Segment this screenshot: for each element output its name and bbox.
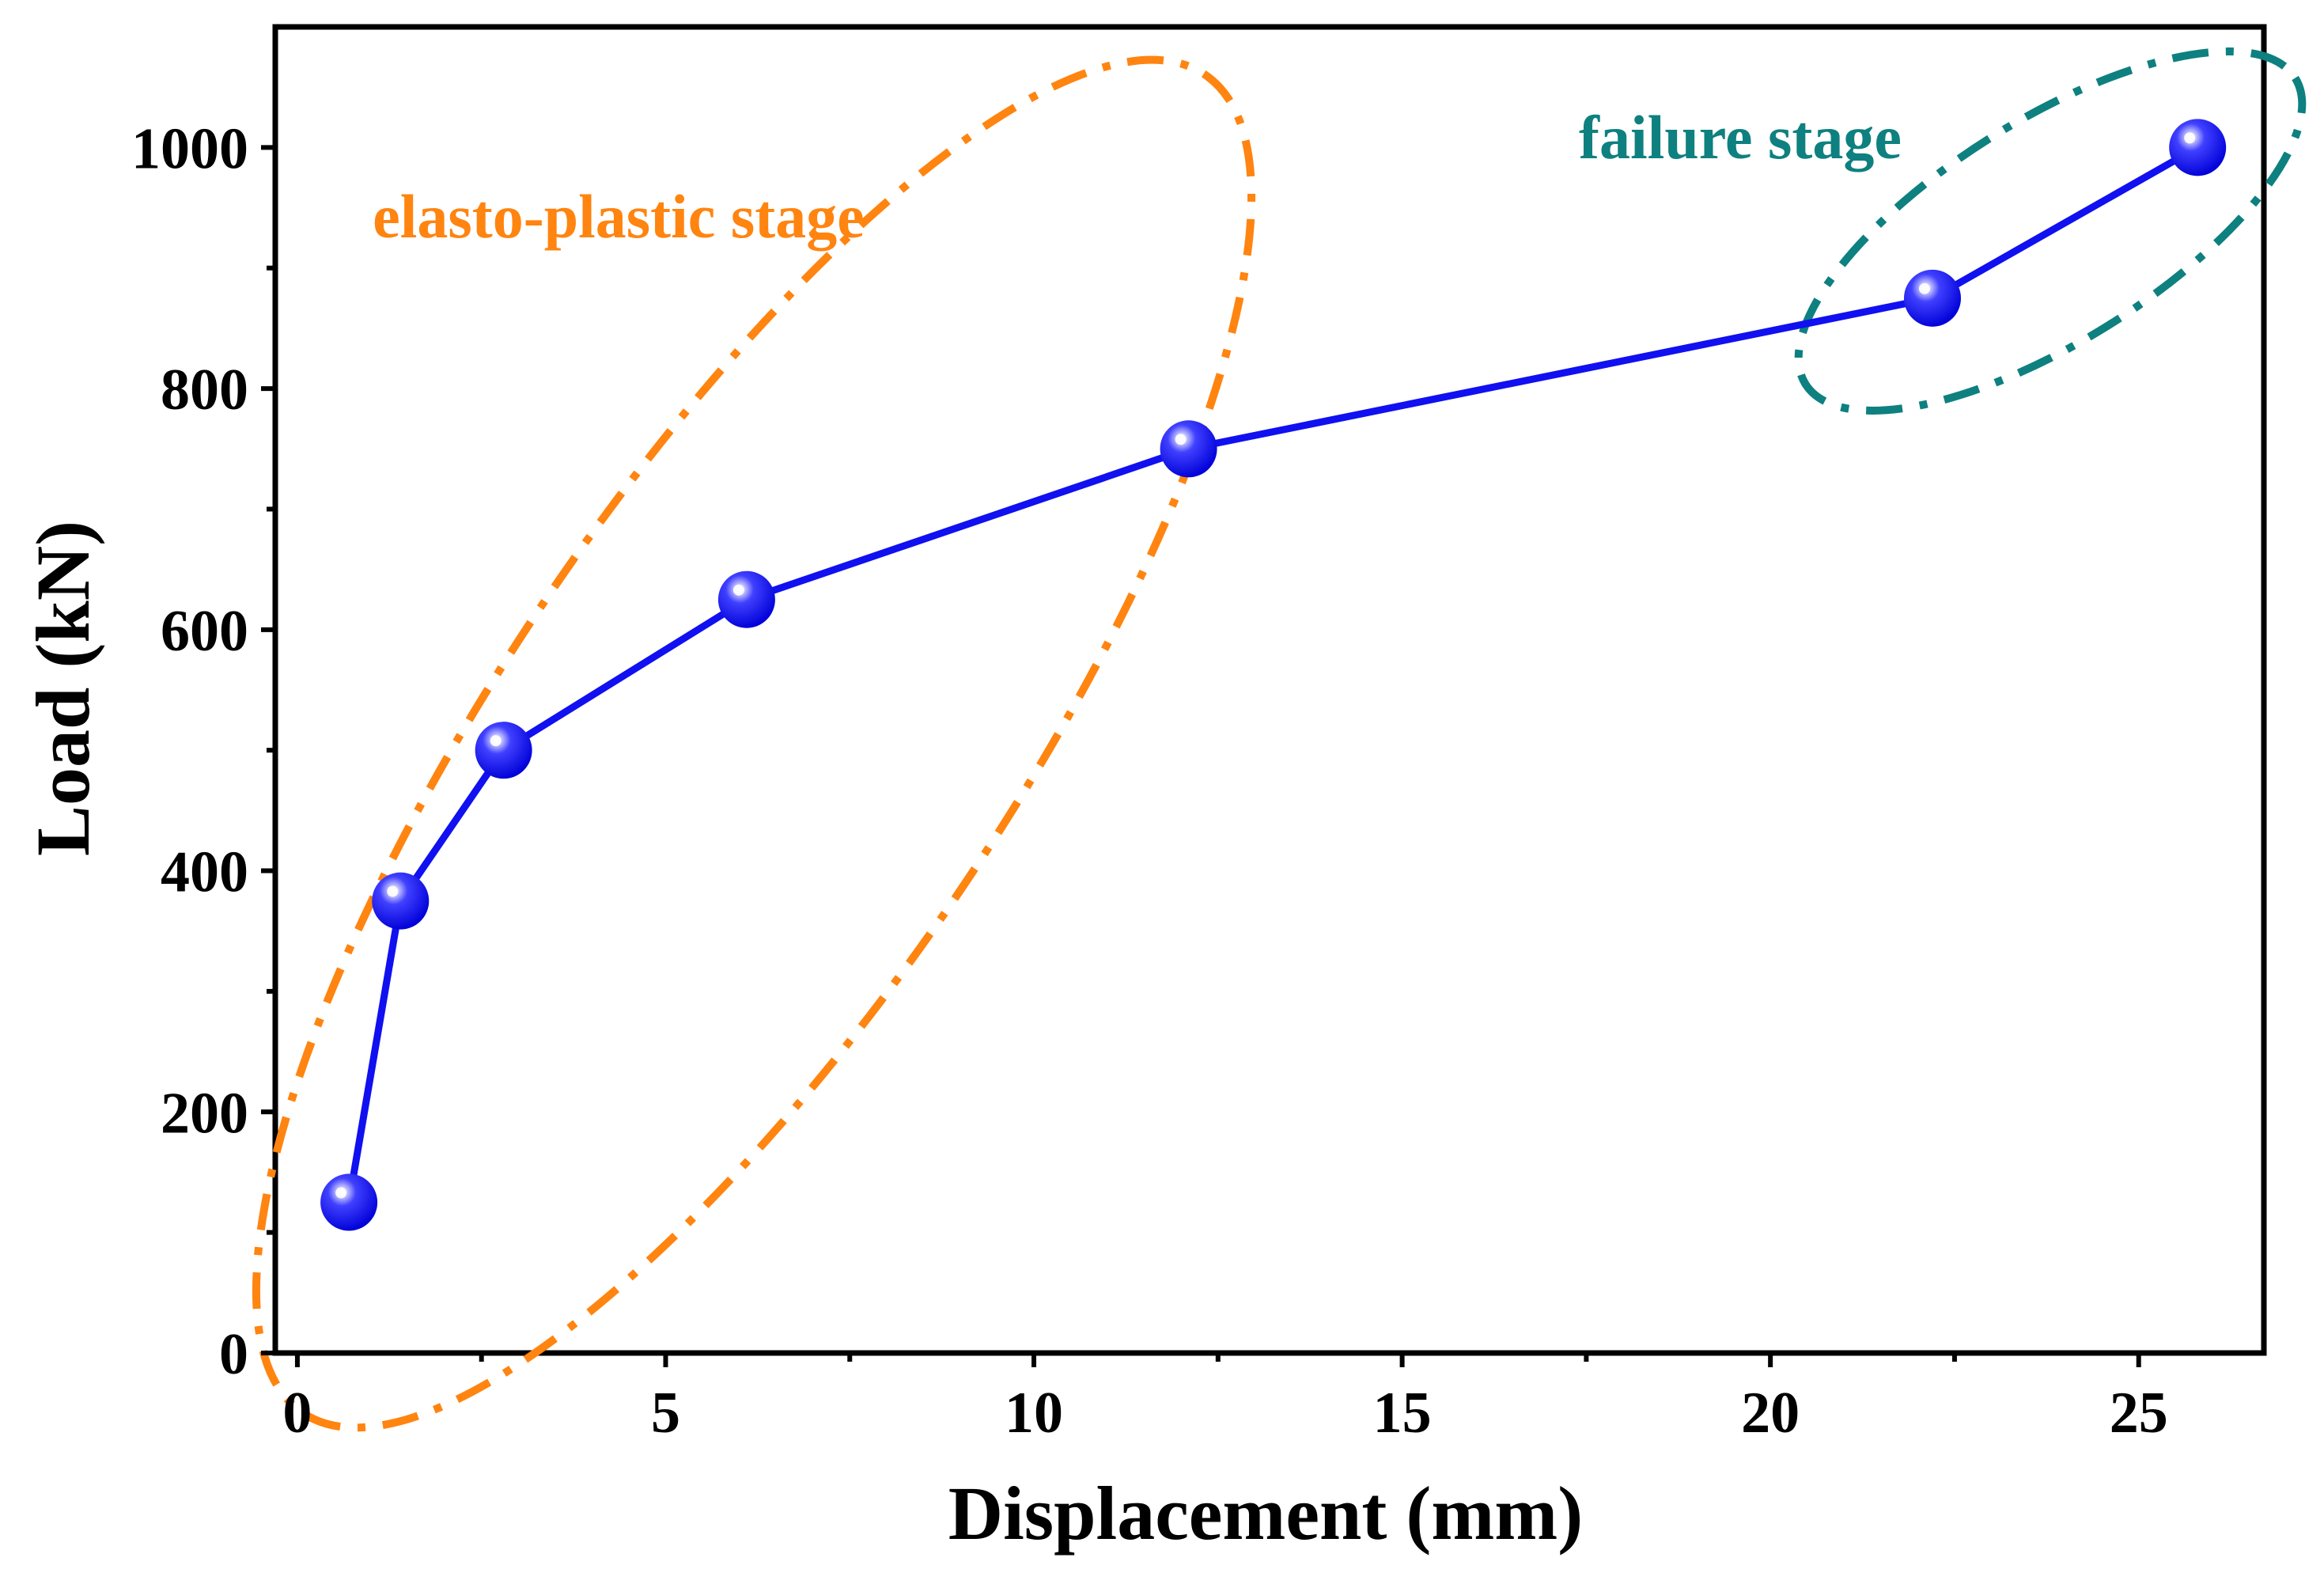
data-point (1904, 269, 1961, 327)
data-point-highlight (335, 1187, 347, 1199)
data-point-marker (372, 872, 430, 930)
data-point-marker (717, 570, 775, 628)
data-point-highlight (1175, 434, 1187, 445)
y-tick-label: 800 (161, 358, 248, 423)
data-point-highlight (732, 584, 744, 596)
annotation-shapes (252, 47, 2307, 1432)
data-point (717, 570, 775, 628)
data-point (2169, 119, 2227, 176)
data-point (475, 722, 532, 779)
tick-labels-layer: 0 5 10 15 20 25 0 200 400 600 800 1000 (131, 116, 2168, 1446)
y-tick-label: 200 (161, 1081, 248, 1146)
x-tick-label: 15 (1373, 1381, 1432, 1446)
data-point (320, 1173, 378, 1231)
data-point (1160, 420, 1217, 478)
y-tick-label: 0 (219, 1322, 248, 1387)
data-point-marker (1160, 420, 1217, 478)
x-tick-label: 5 (651, 1381, 680, 1446)
failure-stage-ellipse (1794, 47, 2307, 415)
x-tick-label: 25 (2110, 1381, 2168, 1446)
data-point-marker (475, 722, 532, 779)
plot-area-frame (272, 24, 2267, 1356)
data-point-highlight (387, 885, 399, 897)
data-point-highlight (1919, 282, 1930, 294)
x-axis-title: Displacement (mm) (948, 1471, 1583, 1556)
data-point-marker (320, 1173, 378, 1231)
x-tick-label: 20 (1741, 1381, 1800, 1446)
y-tick-label: 600 (161, 599, 248, 664)
elasto-plastic-stage-label: elasto-plastic stage (373, 182, 865, 251)
elasto-plastic-stage-ellipse (252, 55, 1256, 1432)
failure-stage-label: failure stage (1579, 103, 1902, 172)
data-point-marker (1904, 269, 1961, 327)
y-axis-title: Load (kN) (21, 521, 105, 856)
data-point (372, 872, 430, 930)
data-point-highlight (490, 735, 502, 747)
ticks-layer (261, 145, 2141, 1367)
y-tick-label: 400 (161, 840, 248, 905)
data-point-marker (2169, 119, 2227, 176)
x-tick-label: 0 (282, 1381, 312, 1446)
y-tick-label: 1000 (131, 116, 248, 181)
series-layer (320, 119, 2227, 1231)
x-tick-label: 10 (1005, 1381, 1063, 1446)
data-point-highlight (2184, 132, 2196, 144)
